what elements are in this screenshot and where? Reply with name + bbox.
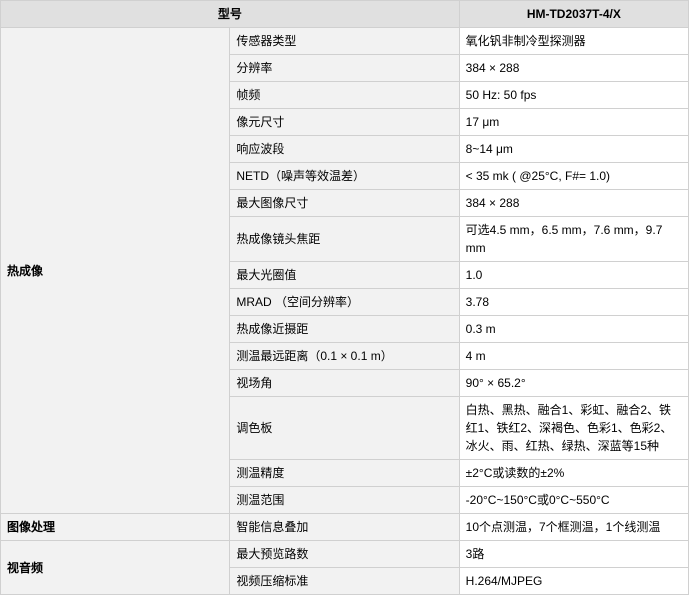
value-cell: 1.0	[459, 262, 688, 289]
table-row: 视音频最大预览路数3路	[1, 541, 689, 568]
param-cell: 测温精度	[230, 460, 459, 487]
value-cell: 50 Hz: 50 fps	[459, 82, 688, 109]
value-cell: 氧化钒非制冷型探测器	[459, 28, 688, 55]
value-cell: 90° × 65.2°	[459, 370, 688, 397]
value-cell: ±2°C或读数的±2%	[459, 460, 688, 487]
value-cell: 3路	[459, 541, 688, 568]
value-cell: H.264/MJPEG	[459, 568, 688, 595]
param-cell: 响应波段	[230, 136, 459, 163]
param-cell: 最大图像尺寸	[230, 190, 459, 217]
param-cell: 测温范围	[230, 487, 459, 514]
value-cell: 10个点测温，7个框测温，1个线测温	[459, 514, 688, 541]
param-cell: 视频压缩标准	[230, 568, 459, 595]
value-cell: 3.78	[459, 289, 688, 316]
param-cell: 帧频	[230, 82, 459, 109]
value-cell: -20°C~150°C或0°C~550°C	[459, 487, 688, 514]
param-cell: 传感器类型	[230, 28, 459, 55]
value-cell: 4 m	[459, 343, 688, 370]
param-cell: 测温最远距离（0.1 × 0.1 m）	[230, 343, 459, 370]
value-cell: 384 × 288	[459, 55, 688, 82]
model-value-header: HM-TD2037T-4/X	[459, 1, 688, 28]
value-cell: 可选4.5 mm，6.5 mm，7.6 mm，9.7 mm	[459, 217, 688, 262]
param-cell: 热成像近摄距	[230, 316, 459, 343]
value-cell: < 35 mk ( @25°C, F#= 1.0)	[459, 163, 688, 190]
param-cell: 智能信息叠加	[230, 514, 459, 541]
value-cell: 384 × 288	[459, 190, 688, 217]
model-label-header: 型号	[1, 1, 460, 28]
param-cell: 视场角	[230, 370, 459, 397]
value-cell: 17 μm	[459, 109, 688, 136]
param-cell: 调色板	[230, 397, 459, 460]
category-cell: 热成像	[1, 28, 230, 514]
param-cell: 像元尺寸	[230, 109, 459, 136]
spec-table: 型号 HM-TD2037T-4/X 热成像传感器类型氧化钒非制冷型探测器分辨率3…	[0, 0, 689, 595]
value-cell: 8~14 μm	[459, 136, 688, 163]
table-row: 热成像传感器类型氧化钒非制冷型探测器	[1, 28, 689, 55]
header-row: 型号 HM-TD2037T-4/X	[1, 1, 689, 28]
param-cell: 分辨率	[230, 55, 459, 82]
param-cell: 热成像镜头焦距	[230, 217, 459, 262]
category-cell: 视音频	[1, 541, 230, 595]
value-cell: 白热、黑热、融合1、彩虹、融合2、铁红1、铁红2、深褐色、色彩1、色彩2、冰火、…	[459, 397, 688, 460]
param-cell: 最大光圈值	[230, 262, 459, 289]
category-cell: 图像处理	[1, 514, 230, 541]
param-cell: 最大预览路数	[230, 541, 459, 568]
param-cell: MRAD （空间分辨率）	[230, 289, 459, 316]
value-cell: 0.3 m	[459, 316, 688, 343]
param-cell: NETD（噪声等效温差）	[230, 163, 459, 190]
table-row: 图像处理智能信息叠加10个点测温，7个框测温，1个线测温	[1, 514, 689, 541]
